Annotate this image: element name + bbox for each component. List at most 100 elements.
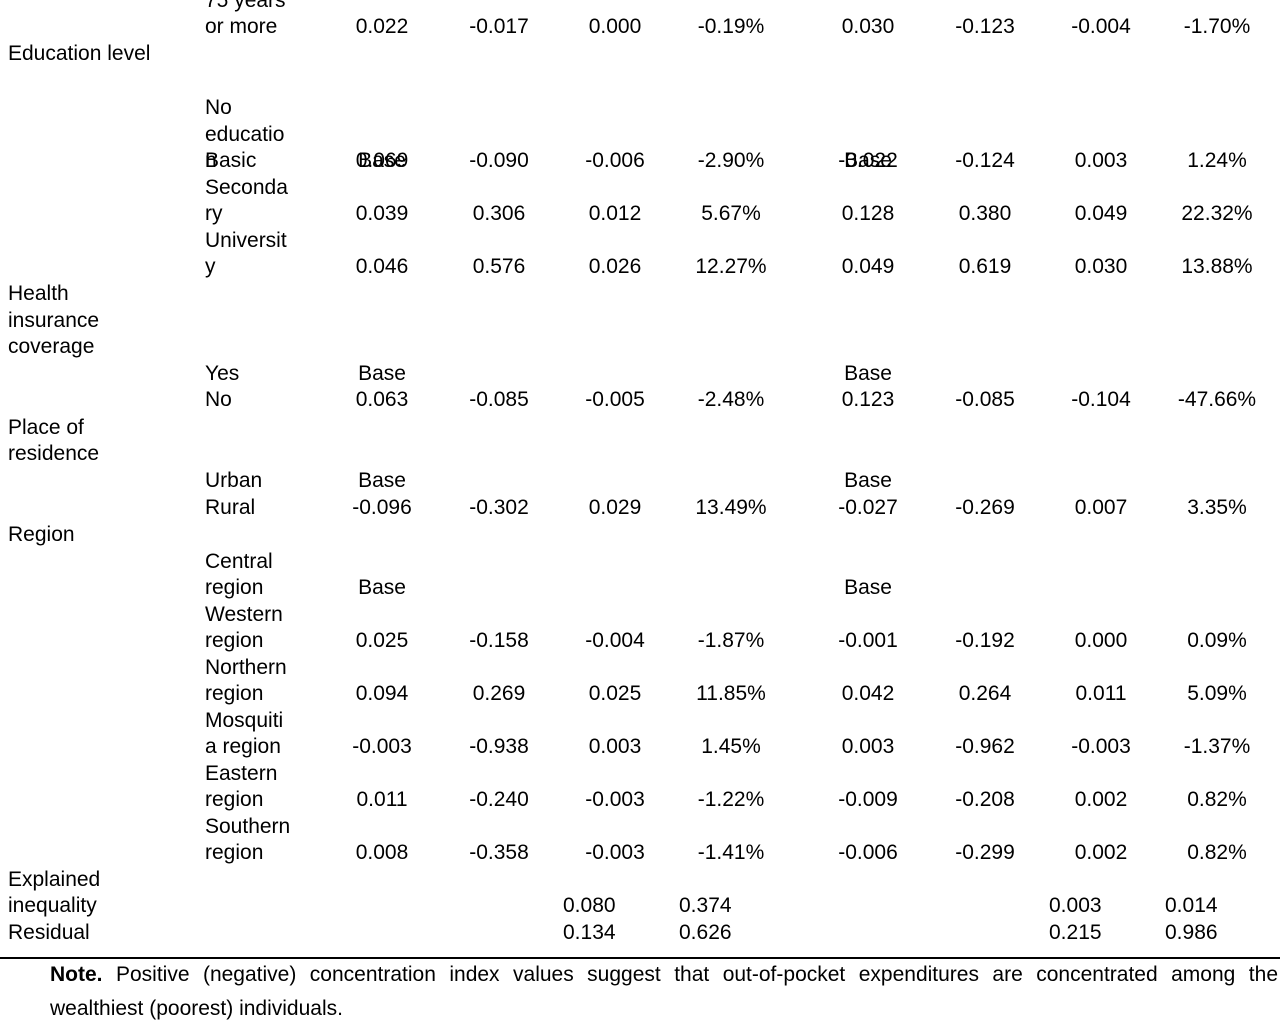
table-row: Education level (0, 0, 1280, 220)
value-cell: -0.004 (1071, 15, 1131, 39)
value-cell: 0.046 (355, 255, 409, 279)
value-cell: 0.264 (958, 682, 1012, 706)
table-row: Universit y 0.046 0.576 0.026 12.27% 0.049 0.6… (0, 0, 1280, 279)
group-label: Residual (8, 921, 90, 945)
value-cell: Base (844, 362, 892, 386)
value-cell: 3.35% (1187, 496, 1247, 520)
group-label: Region (8, 523, 75, 547)
table-row: Place of residence (0, 0, 1280, 466)
value-cell: -0.962 (955, 735, 1015, 759)
value-cell: 0.049 (1074, 202, 1128, 226)
value-cell: 0.123 (841, 388, 895, 412)
value-cell: 0.026 (588, 255, 642, 279)
table-row: Yes Base Base (0, 0, 1280, 385)
variable-label: Eastern region (205, 761, 278, 812)
value-cell: -0.192 (955, 629, 1015, 653)
value-cell: 13.88% (1181, 255, 1253, 279)
value-cell: 0.030 (841, 15, 895, 39)
value-cell: 0.080 (563, 894, 616, 918)
value-cell: -0.19% (697, 15, 765, 39)
value-cell: -2.48% (697, 388, 765, 412)
value-cell: 12.27% (695, 255, 767, 279)
value-cell: 5.67% (701, 202, 761, 226)
variable-label: Northern region (205, 655, 287, 706)
value-cell: 0.003 (841, 735, 895, 759)
value-cell: Base (844, 576, 892, 600)
value-cell: -1.87% (697, 629, 765, 653)
note-label: Note. (50, 963, 103, 986)
value-cell: Base (358, 469, 406, 493)
table-row: Rural -0.096 -0.302 0.029 13.49% -0.027 -0.269… (0, 0, 1280, 519)
value-cell: 0.306 (472, 202, 526, 226)
value-cell: -0.005 (585, 388, 645, 412)
table-row: Northern region 0.094 0.269 0.025 11.85% 0.04… (0, 0, 1280, 706)
value-cell: 0.008 (355, 841, 409, 865)
value-cell: -2.90% (697, 149, 765, 173)
value-cell: Base (358, 576, 406, 600)
variable-label: No educatio n (205, 96, 285, 173)
value-cell: -0.009 (838, 788, 898, 812)
value-cell: 0.986 (1165, 921, 1218, 945)
table-row: Central region Base Base (0, 0, 1280, 600)
value-cell: Base (358, 149, 406, 173)
group-label: Explained inequality (8, 867, 101, 918)
value-cell: 0.011 (356, 788, 408, 812)
value-cell: -0.269 (955, 496, 1015, 520)
variable-label: Basic (205, 149, 257, 173)
value-cell: -0.022 (838, 149, 898, 173)
value-cell: 0.014 (1165, 894, 1218, 918)
value-cell: -0.240 (469, 788, 529, 812)
value-cell: 0.619 (958, 255, 1012, 279)
value-cell: -0.158 (469, 629, 529, 653)
value-cell: -0.027 (838, 496, 898, 520)
group-label: Place of residence (8, 415, 100, 466)
value-cell: 0.269 (472, 682, 526, 706)
table-note: Note. Positive (negative) concentration … (50, 958, 1278, 1026)
value-cell: -0.003 (585, 788, 645, 812)
value-cell: 0.380 (958, 202, 1012, 226)
table-row: Western region 0.025 -0.158 -0.004 -1.87% -0.… (0, 0, 1280, 653)
value-cell: -0.001 (838, 629, 898, 653)
value-cell: -47.66% (1177, 388, 1257, 412)
value-cell: -0.208 (955, 788, 1015, 812)
value-cell: -1.37% (1183, 735, 1251, 759)
variable-label: Western region (205, 602, 283, 653)
variable-label: Universit y (205, 228, 287, 279)
value-cell: -0.090 (469, 149, 529, 173)
value-cell: 0.000 (1074, 629, 1128, 653)
value-cell: Base (358, 362, 406, 386)
value-cell: 0.029 (588, 496, 642, 520)
value-cell: -0.302 (469, 496, 529, 520)
value-cell: 0.003 (588, 735, 642, 759)
value-cell: -0.003 (585, 841, 645, 865)
table-row: Health insurance coverage (0, 0, 1280, 358)
value-cell: -0.096 (352, 496, 412, 520)
value-cell: -0.358 (469, 841, 529, 865)
value-cell: 0.000 (588, 15, 642, 39)
value-cell: 0.002 (1074, 841, 1128, 865)
value-cell: -1.41% (697, 841, 765, 865)
table-row: Southern region 0.008 -0.358 -0.003 -1.41% -0… (0, 0, 1280, 865)
value-cell: -0.085 (469, 388, 529, 412)
value-cell: 1.24% (1187, 149, 1247, 173)
value-cell: 0.069 (355, 149, 409, 173)
table-row: 75 years or more 0.022 -0.017 0.000 -0.19% 0.… (0, 0, 1280, 220)
value-cell: 0.012 (588, 202, 642, 226)
value-cell: 0.003 (1074, 149, 1128, 173)
variable-label: Southern region (205, 814, 291, 865)
value-cell: 0.82% (1187, 841, 1247, 865)
value-cell: -0.006 (838, 841, 898, 865)
value-cell: -0.003 (1071, 735, 1131, 759)
table-bottom-rule (0, 957, 1280, 959)
value-cell: 0.025 (355, 629, 409, 653)
group-label: Health insurance coverage (8, 282, 100, 359)
value-cell: 0.215 (1049, 921, 1102, 945)
value-cell: 0.576 (472, 255, 526, 279)
value-cell: -0.123 (955, 15, 1015, 39)
variable-label: Yes (205, 362, 240, 386)
table-row: Urban Base Base (0, 0, 1280, 492)
value-cell: -0.124 (955, 149, 1015, 173)
value-cell: 0.003 (1049, 894, 1102, 918)
value-cell: 0.025 (588, 682, 642, 706)
